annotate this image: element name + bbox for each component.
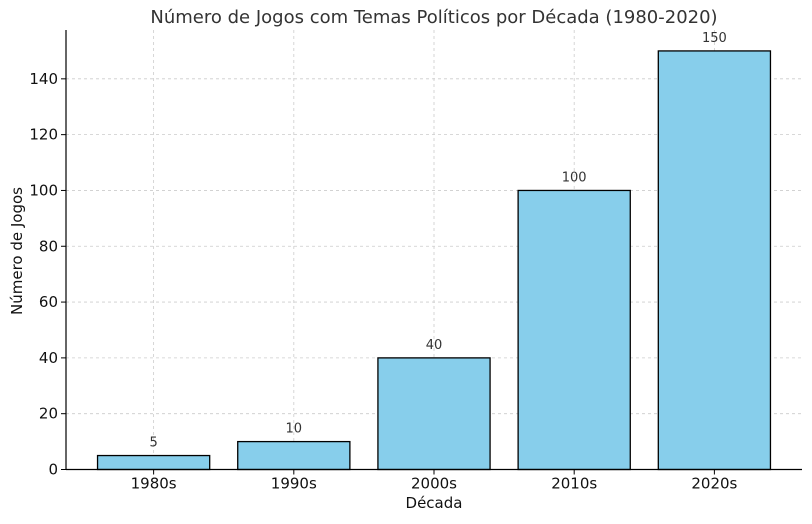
- y-tick-label: 20: [39, 405, 58, 423]
- y-tick-label: 60: [39, 293, 58, 311]
- data-label: 10: [286, 422, 303, 437]
- y-tick-label: 80: [39, 237, 58, 255]
- data-label: 5: [149, 436, 157, 451]
- x-tick-label: 1980s: [131, 475, 177, 493]
- y-tick-label: 100: [29, 181, 58, 199]
- data-label: 40: [426, 338, 443, 353]
- x-tick-label: 2010s: [551, 475, 597, 493]
- data-label: 100: [562, 170, 587, 185]
- bar-2000s: [377, 357, 491, 471]
- y-axis-label: Número de Jogos: [8, 187, 26, 315]
- bar-2010s: [517, 189, 631, 471]
- y-tick-labels: 0 20 40 60 80 100 120 140: [29, 70, 58, 479]
- y-tick-label: 140: [29, 70, 58, 88]
- y-tick-label: 0: [48, 461, 58, 479]
- x-tick-label: 1990s: [271, 475, 317, 493]
- axes: [61, 30, 802, 475]
- data-label: 150: [702, 31, 727, 46]
- data-labels: 5 10 40 100 150: [149, 31, 726, 451]
- y-tick-label: 40: [39, 349, 58, 367]
- bar-2020s: [657, 50, 772, 471]
- x-axis-label: Década: [406, 494, 463, 512]
- bar-1980s: [96, 454, 211, 471]
- x-tick-label: 2020s: [691, 475, 737, 493]
- chart-title: Número de Jogos com Temas Políticos por …: [150, 7, 717, 28]
- x-tick-label: 2000s: [411, 475, 457, 493]
- bar-1990s: [237, 440, 351, 471]
- x-tick-labels: 1980s 1990s 2000s 2010s 2020s: [131, 475, 738, 493]
- y-tick-label: 120: [29, 126, 58, 144]
